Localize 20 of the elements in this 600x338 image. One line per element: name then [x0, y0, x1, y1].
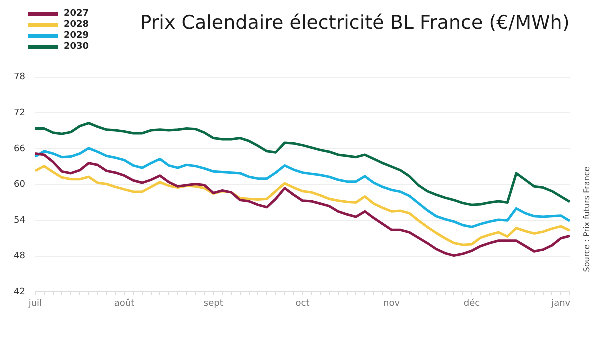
x-tick-label: oct [296, 298, 310, 309]
legend-label: 2029 [64, 30, 90, 40]
y-tick-label: 42 [14, 288, 26, 298]
x-tick-label: juil [28, 298, 42, 309]
y-tick-label: 60 [14, 180, 26, 190]
y-tick-label: 72 [14, 108, 26, 119]
y-tick-label: 48 [14, 252, 26, 262]
x-tick-label: déc [464, 298, 480, 309]
chart-title: Prix Calendaire électricité BL France (€/MWh) [139, 12, 571, 34]
x-tick-label: janv [550, 298, 572, 309]
legend-label: 2028 [64, 20, 90, 30]
y-tick-label: 78 [14, 72, 26, 83]
legend-label: 2030 [64, 42, 90, 52]
y-tick-label: 54 [14, 216, 26, 226]
legend-label: 2027 [64, 8, 90, 18]
x-tick-label: nov [384, 298, 401, 309]
x-tick-label: sept [204, 298, 224, 309]
x-tick-label: août [114, 298, 136, 309]
source-note: Source : Prix futurs France [582, 166, 592, 274]
y-tick-label: 66 [14, 144, 26, 154]
